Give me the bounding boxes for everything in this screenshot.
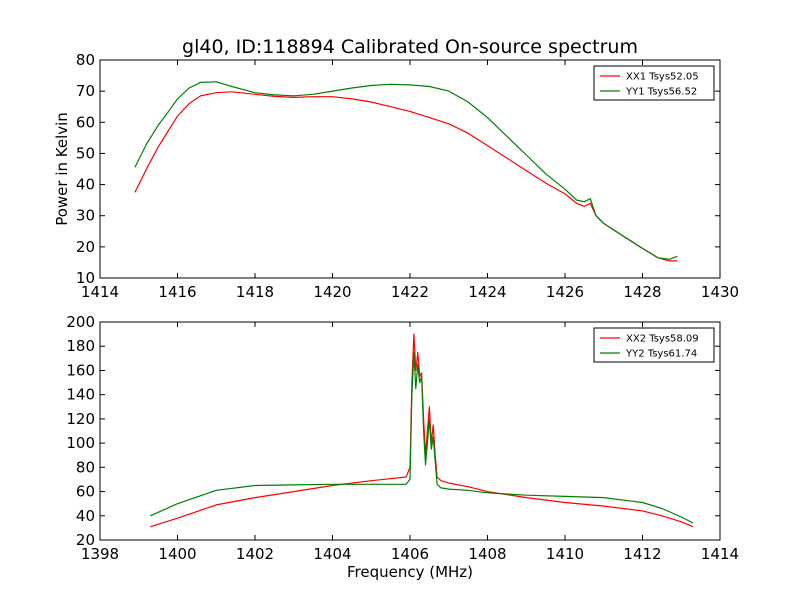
x-tick-label: 1414 <box>701 545 739 563</box>
x-tick-label: 1420 <box>313 283 351 301</box>
y-tick-label: 80 <box>76 51 95 69</box>
x-tick-label: 1412 <box>623 545 661 563</box>
x-tick-label: 1424 <box>468 283 506 301</box>
y-tick-label: 30 <box>76 207 95 225</box>
y-tick-label: 40 <box>76 507 95 525</box>
bottom-panel: 1398 1400 1402 1404 1406 1408 1410 1412 1414 20 40… <box>66 313 739 563</box>
y-axis-label: Power in Kelvin <box>53 112 71 226</box>
legend-label: YY2 Tsys61.74 <box>625 349 697 360</box>
y-tick-label: 70 <box>76 82 95 100</box>
y-tick-label: 80 <box>76 458 95 476</box>
x-tick-label: 1428 <box>623 283 661 301</box>
legend-label: YY1 Tsys56.52 <box>625 87 697 98</box>
y-tick-label: 140 <box>66 386 95 404</box>
y-tick-label: 10 <box>76 269 95 287</box>
y-tick-label: 20 <box>76 531 95 549</box>
legend-box <box>593 327 715 363</box>
x-tick-label: 1416 <box>158 283 196 301</box>
x-tick-label: 1406 <box>391 545 429 563</box>
y-tick-label: 180 <box>66 337 95 355</box>
x-tick-label: 1430 <box>701 283 739 301</box>
legend-label: XX1 Tsys52.05 <box>626 72 699 83</box>
legend-box <box>593 65 715 101</box>
x-axis-label: Frequency (MHz) <box>347 563 473 581</box>
y-tick-label: 40 <box>76 176 95 194</box>
top-panel: 1414 1416 1418 1420 1422 1424 1426 1428 1430 10 20… <box>76 51 739 301</box>
y-tick-label: 100 <box>66 434 95 452</box>
x-tick-label: 1402 <box>236 545 274 563</box>
x-tick-label: 1414 <box>81 283 119 301</box>
x-tick-label: 1400 <box>158 545 196 563</box>
series-line-2-1 <box>150 333 694 528</box>
x-tick-label: 1422 <box>391 283 429 301</box>
chart-title: gl40, ID:118894 Calibrated On-source spe… <box>182 36 638 58</box>
x-tick-label: 1408 <box>468 545 506 563</box>
y-tick-label: 60 <box>76 113 95 131</box>
y-tick-label: 120 <box>66 410 95 428</box>
x-tick-label: 1410 <box>546 545 584 563</box>
x-tick-label: 1426 <box>546 283 584 301</box>
y-tick-label: 50 <box>76 144 95 162</box>
series-line-2-2 <box>150 351 694 524</box>
y-tick-label: 60 <box>76 483 95 501</box>
series-line-1-2 <box>134 81 678 260</box>
x-tick-label: 1418 <box>236 283 274 301</box>
x-tick-label: 1398 <box>81 545 119 563</box>
x-tick-label: 1404 <box>313 545 351 563</box>
legend-label: XX2 Tsys58.09 <box>626 334 699 345</box>
y-tick-label: 160 <box>66 361 95 379</box>
y-tick-label: 20 <box>76 238 95 256</box>
y-tick-label: 200 <box>66 313 95 331</box>
